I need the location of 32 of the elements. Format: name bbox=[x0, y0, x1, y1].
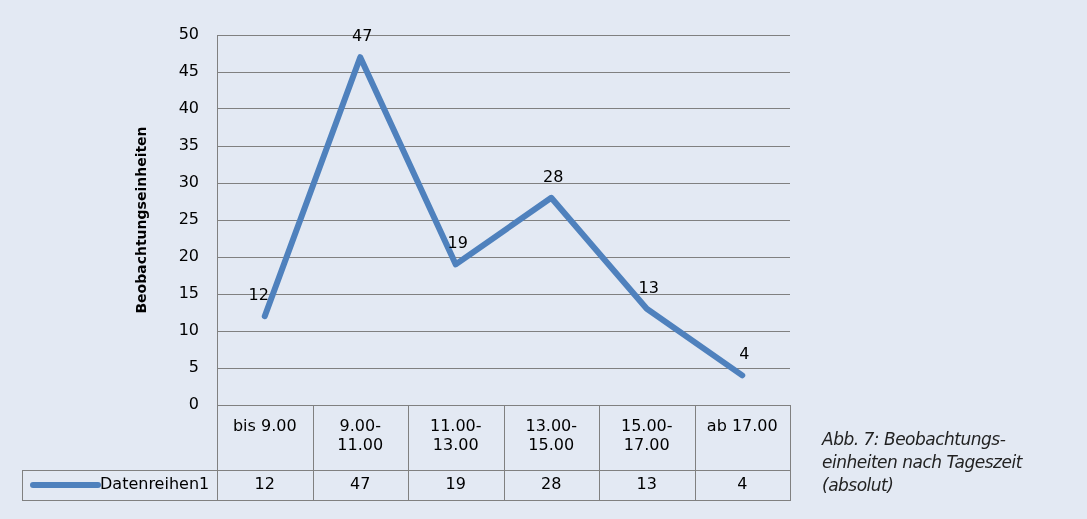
y-tick-label: 50 bbox=[178, 24, 199, 44]
data-label: 12 bbox=[254, 474, 275, 494]
y-tick-label: 0 bbox=[188, 394, 199, 414]
y-tick-label: 30 bbox=[178, 172, 199, 192]
y-tick-label: 10 bbox=[178, 320, 199, 340]
caption: Abb. 7: Beobachtungs- einheiten nach Tageszeit (absolut) bbox=[822, 428, 1022, 497]
data-label: 19 bbox=[445, 474, 466, 494]
y-tick-label: 25 bbox=[178, 209, 199, 229]
legend-label: Datenreihen1 bbox=[100, 474, 210, 494]
y-tick-label: 40 bbox=[178, 98, 199, 118]
data-label: 4 bbox=[737, 474, 748, 494]
data-label: 28 bbox=[541, 474, 562, 494]
annotation: 12 bbox=[248, 285, 269, 305]
data-label: 13 bbox=[636, 474, 657, 494]
x-tick-label: 9.00-11.00 bbox=[337, 415, 384, 454]
annotation: 19 bbox=[447, 233, 468, 253]
x-tick-label: 15.00-17.00 bbox=[620, 415, 673, 454]
y-axis-title: Beobachtungseinheiten bbox=[133, 126, 150, 314]
y-tick-label: 20 bbox=[178, 246, 199, 266]
y-tick-label: 45 bbox=[178, 61, 199, 81]
y-tick-label: 15 bbox=[178, 283, 199, 303]
annotation: 47 bbox=[352, 26, 373, 46]
annotation: 28 bbox=[543, 166, 564, 186]
data-label: 47 bbox=[350, 474, 371, 494]
annotation: 4 bbox=[739, 344, 750, 364]
annotation: 13 bbox=[638, 277, 659, 297]
x-tick-label: bis 9.00 bbox=[232, 415, 297, 435]
x-tick-label: ab 17.00 bbox=[706, 415, 778, 435]
x-tick-label: 11.00-13.00 bbox=[429, 415, 482, 454]
y-tick-label: 5 bbox=[188, 357, 199, 377]
y-tick-label: 35 bbox=[178, 135, 199, 155]
x-tick-label: 13.00-15.00 bbox=[525, 415, 578, 454]
